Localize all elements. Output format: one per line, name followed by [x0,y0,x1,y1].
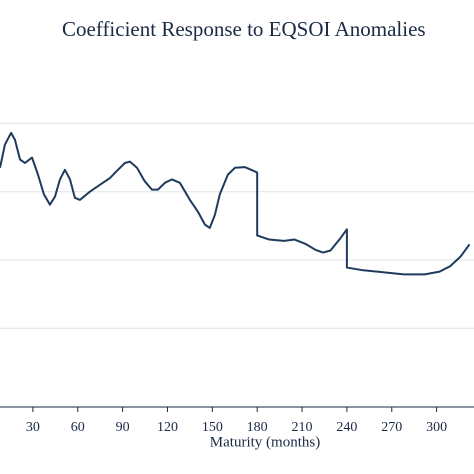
x-tick-label: 180 [247,420,268,435]
x-tick-label: 120 [157,420,178,435]
x-tick-label: 300 [426,420,447,435]
x-tick-label: 150 [202,420,223,435]
chart-title: Coefficient Response to EQSOI Anomalies [62,17,426,41]
x-tick-label: 60 [71,420,85,435]
x-tick-label: 210 [292,420,313,435]
x-tick-label: 270 [381,420,402,435]
x-tick-label: 240 [336,420,357,435]
x-axis-title: Maturity (months) [210,434,320,450]
x-tick-label: 30 [26,420,40,435]
data-line [0,131,471,276]
x-tick-label: 90 [116,420,130,435]
